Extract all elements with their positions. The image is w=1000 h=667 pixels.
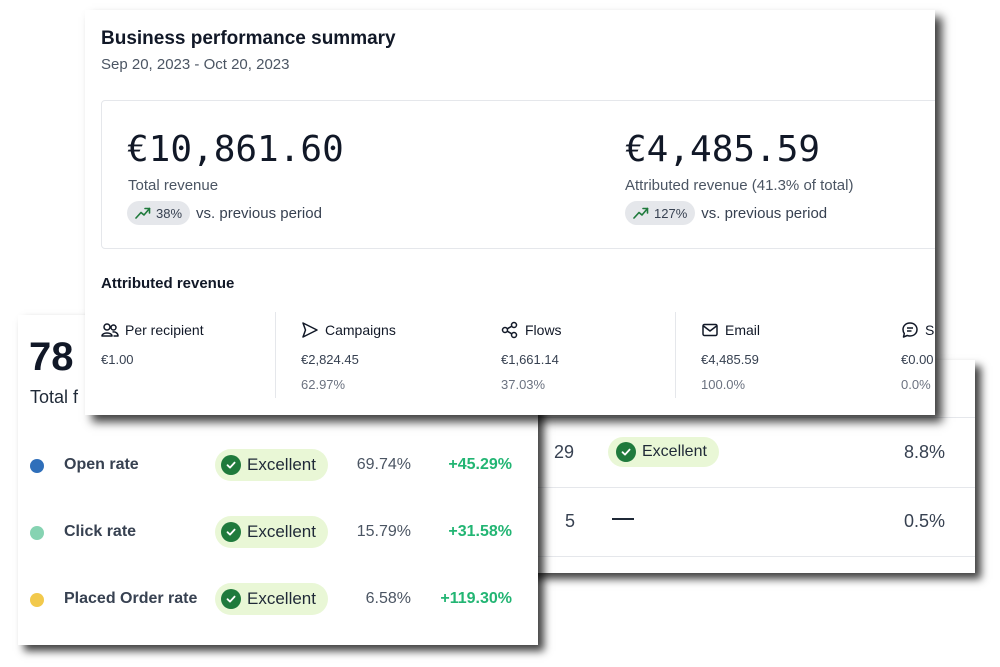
- mail-icon: [702, 323, 718, 337]
- rate-value: 69.74%: [356, 456, 411, 473]
- series-dot: [30, 459, 44, 473]
- trend-up-icon: [135, 207, 151, 219]
- rate-label: Click rate: [64, 523, 137, 540]
- total-revenue-trend: 38% vs. previous period: [127, 201, 322, 225]
- check-circle-icon: [221, 589, 241, 609]
- status-badge: Excellent: [608, 437, 719, 467]
- trend-text: vs. previous period: [701, 204, 828, 222]
- page-title: Business performance summary: [101, 28, 396, 49]
- metric-sms: SM €0.00 0.0%: [901, 312, 935, 398]
- attributed-revenue-trend: 127% vs. previous period: [625, 201, 827, 225]
- sms-icon: [902, 322, 918, 338]
- attributed-revenue-heading: Attributed revenue: [101, 275, 235, 292]
- table-row: 5 0.5%: [520, 487, 975, 557]
- status-badge: Excellent: [215, 449, 328, 481]
- rate-change: +31.58%: [448, 523, 512, 540]
- metric-value: €1.00: [101, 352, 134, 367]
- date-range: Sep 20, 2023 - Oct 20, 2023: [101, 56, 290, 73]
- check-circle-icon: [221, 455, 241, 475]
- flows-icon: [501, 321, 518, 339]
- check-circle-icon: [221, 522, 241, 542]
- trend-text: vs. previous period: [196, 204, 322, 222]
- rate-change: +45.29%: [448, 456, 512, 473]
- attributed-revenue-label: Attributed revenue (41.3% of total): [625, 177, 854, 194]
- metric-value: €4,485.59: [701, 352, 759, 367]
- total-revenue-label: Total revenue: [128, 177, 219, 194]
- metric-label: Campaigns: [325, 322, 396, 338]
- status-label: Excellent: [247, 522, 316, 541]
- metric-per-recipient: Per recipient €1.00: [101, 312, 271, 398]
- attributed-revenue-amount: €4,485.59: [625, 129, 821, 170]
- metric-email: Email €4,485.59 100.0%: [701, 312, 871, 398]
- metric-sub: 0.0%: [901, 377, 931, 392]
- metric-label: SM: [925, 322, 935, 338]
- rate-row-click: Click rate Excellent 15.79% +31.58%: [18, 513, 538, 553]
- status-label: Excellent: [247, 589, 316, 608]
- rate-row-placed-order: Placed Order rate Excellent 6.58% +119.3…: [18, 580, 538, 620]
- users-icon: [101, 323, 119, 337]
- metric-value: €2,824.45: [301, 352, 359, 367]
- rate-row-open: Open rate Excellent 69.74% +45.29%: [18, 446, 538, 486]
- metric-label: Flows: [525, 322, 562, 338]
- rate-value: 6.58%: [365, 590, 411, 607]
- metric-label: Email: [725, 322, 761, 338]
- table-row: 29 Excellent 8.8%: [520, 417, 975, 487]
- rate-label: Placed Order rate: [64, 590, 198, 607]
- row-count: 29: [554, 442, 575, 462]
- metric-label: Per recipient: [125, 322, 204, 338]
- check-circle-icon: [616, 442, 636, 462]
- revenue-box: €10,861.60 Total revenue 38% vs. previou…: [101, 100, 935, 249]
- divider: [675, 312, 676, 398]
- trend-pill: 38%: [127, 201, 191, 225]
- divider: [275, 312, 276, 398]
- trend-pill: 127%: [625, 201, 696, 225]
- row-percent: 0.5%: [903, 511, 945, 531]
- status-label: Excellent: [642, 443, 707, 460]
- big-number: 78: [29, 335, 74, 379]
- business-performance-card: Business performance summary Sep 20, 202…: [85, 10, 935, 415]
- trend-percent: 127%: [654, 205, 688, 221]
- metric-flows: Flows €1,661.14 37.03%: [501, 312, 671, 398]
- status-label: Excellent: [247, 455, 316, 474]
- rate-label: Open rate: [64, 456, 139, 473]
- series-dot: [30, 593, 44, 607]
- total-revenue-amount: €10,861.60: [127, 129, 344, 170]
- rate-change: +119.30%: [440, 590, 512, 607]
- series-dot: [30, 526, 44, 540]
- metric-sub: 62.97%: [301, 377, 346, 392]
- metric-value: €1,661.14: [501, 352, 559, 367]
- send-icon: [302, 322, 318, 338]
- trend-up-icon: [633, 207, 649, 219]
- empty-dash: [612, 518, 634, 520]
- status-badge: Excellent: [215, 516, 328, 548]
- trend-percent: 38%: [156, 205, 183, 221]
- total-label: Total f: [30, 387, 79, 407]
- metric-sub: 37.03%: [501, 377, 546, 392]
- metric-value: €0.00: [901, 352, 934, 367]
- metric-sub: 100.0%: [701, 377, 746, 392]
- row-percent: 8.8%: [903, 442, 945, 462]
- rate-value: 15.79%: [356, 523, 411, 540]
- metric-campaigns: Campaigns €2,824.45 62.97%: [301, 312, 471, 398]
- row-count: 5: [565, 511, 576, 531]
- status-badge: Excellent: [215, 583, 328, 615]
